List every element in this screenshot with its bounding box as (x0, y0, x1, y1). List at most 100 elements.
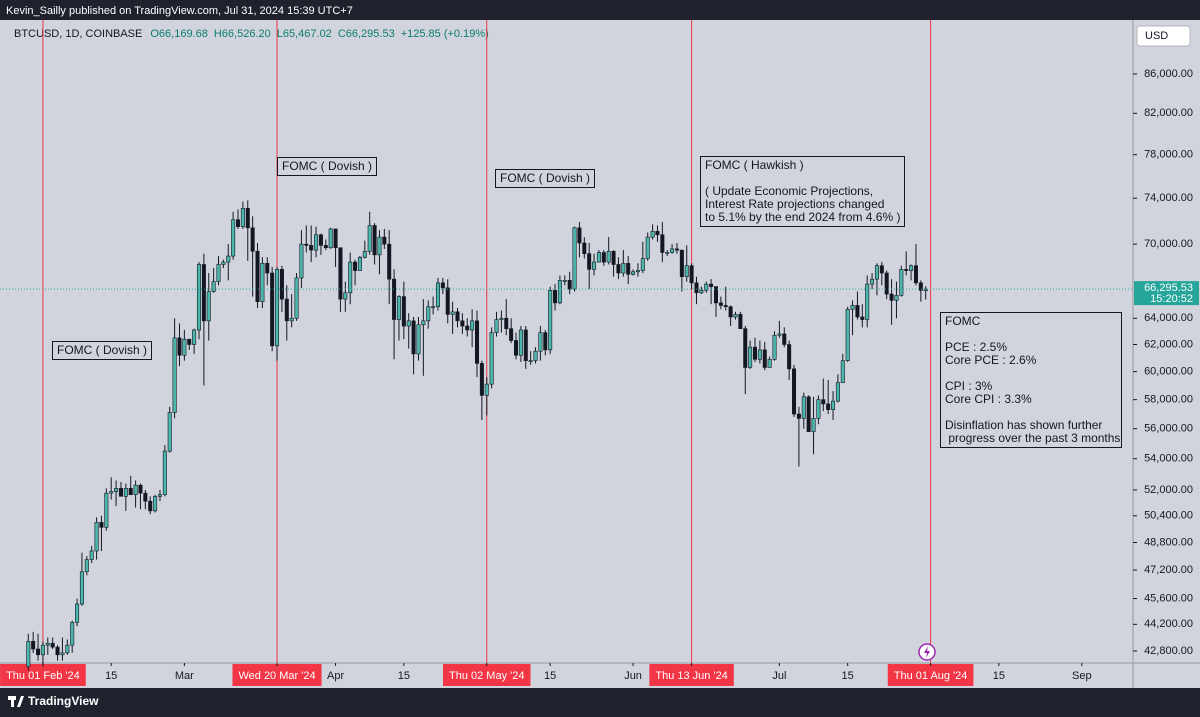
annotation-line: Disinflation has shown further (945, 418, 1103, 432)
candle-body (431, 306, 436, 309)
candle-body (772, 334, 777, 360)
candle-body (572, 227, 577, 290)
y-tick-label: 44,200.00 (1144, 618, 1193, 630)
candle-body (304, 243, 309, 246)
candle-body (196, 264, 202, 331)
candle-body (372, 225, 377, 256)
candle-body (99, 522, 104, 528)
candle-body (94, 522, 99, 552)
y-tick-label: 74,000.00 (1144, 192, 1193, 204)
candle-body (889, 293, 894, 301)
candle-body (792, 368, 797, 415)
candle-body (162, 450, 167, 496)
candle-body (192, 329, 197, 345)
ohlc-value: O66,169.68 (150, 28, 208, 40)
candle-body (138, 484, 143, 494)
candle-body (26, 641, 31, 667)
candle-body (621, 262, 626, 274)
candle-body (845, 308, 850, 361)
y-tick-label: 78,000.00 (1144, 149, 1193, 161)
candle-body (631, 271, 636, 275)
candle-body (504, 317, 509, 329)
candle-body (382, 236, 387, 245)
candle-body (509, 328, 514, 341)
top-bar (0, 0, 1200, 20)
annotation-paragraph: FOMC ( Dovish ) (57, 344, 147, 357)
candle-body (109, 491, 114, 494)
candle-body (699, 290, 704, 294)
candle-body (211, 281, 216, 292)
candle-body (738, 314, 743, 329)
candle-body (426, 306, 431, 322)
candle-body (128, 488, 133, 496)
candle-body (387, 243, 392, 280)
candle-body (655, 230, 660, 236)
annotation: FOMC ( Dovish ) (495, 169, 595, 188)
candle-body (294, 277, 299, 319)
annotation-line: ( Update Economic Projections, (705, 184, 874, 198)
x-tick-label: Jun (624, 670, 642, 682)
candle-body (353, 261, 358, 271)
ohlc-value: L65,467.02 (277, 28, 332, 40)
annotation-line: Core PCE : 2.6% (945, 353, 1037, 367)
candle-body (645, 236, 650, 259)
candle-body (284, 298, 289, 322)
candle-body (709, 283, 714, 287)
candle-body (523, 329, 528, 361)
x-tick-label: 15 (398, 670, 410, 682)
candle-body (596, 252, 601, 263)
x-tick-highlight (443, 664, 531, 686)
candle-body (860, 316, 865, 320)
candle-body (314, 234, 319, 251)
candle-body (801, 396, 806, 419)
candle-body (455, 311, 460, 322)
countdown: 15:20:52 (1150, 293, 1193, 305)
candle-body (811, 418, 816, 432)
y-tick-label: 50,400.00 (1144, 510, 1193, 522)
candle-body (36, 648, 41, 656)
currency[interactable]: USD (1145, 30, 1168, 42)
y-tick-label: 62,000.00 (1144, 338, 1193, 350)
annotation: FOMC ( Hawkish ) ( Update Economic Projec… (700, 156, 906, 227)
annotation-paragraph: ( Update Economic Projections, Interest R… (705, 185, 900, 224)
x-tick-highlight (649, 664, 734, 686)
candle-body (689, 265, 694, 284)
candle-body (787, 344, 792, 370)
candle-body (445, 287, 450, 315)
annotation-line: Interest Rate projections changed (705, 197, 885, 211)
candle-body (777, 333, 782, 336)
candle-body (206, 291, 211, 322)
candle-body (333, 228, 338, 249)
candle-body (377, 236, 382, 256)
annotation-paragraph: Disinflation has shown further progress … (945, 418, 1120, 445)
candle-body (870, 278, 875, 285)
candle-body (704, 283, 709, 291)
candle-body (674, 248, 679, 251)
annotation-paragraph: FOMC ( Dovish ) (282, 160, 372, 173)
candle-body (60, 652, 65, 656)
candle-body (606, 250, 611, 263)
candle-body (660, 234, 665, 253)
candle-body (850, 305, 855, 310)
last-price-tag (1134, 281, 1199, 306)
x-tick-label: 15 (544, 670, 556, 682)
x-tick-label: Jul (772, 670, 786, 682)
candle-body (275, 269, 280, 347)
candle-body (143, 492, 148, 502)
y-tick-label: 45,600.00 (1144, 592, 1193, 604)
ohlc-value: C66,295.53 (338, 28, 395, 40)
publisher: Kevin_Sailly published on TradingView.co… (6, 5, 353, 17)
candle-body (489, 332, 494, 385)
ohlc-value: H66,526.20 (214, 28, 271, 40)
candle-body (357, 256, 362, 271)
candle-body (416, 324, 421, 355)
candle-body (713, 286, 718, 304)
annotation-paragraph: FOMC ( Dovish ) (500, 172, 590, 185)
y-tick-label: 42,800.00 (1144, 645, 1193, 657)
candle-body (499, 317, 504, 320)
candle-body (123, 488, 128, 497)
candle-body (84, 559, 89, 573)
last-price-label: 66,295.53 (1144, 282, 1193, 294)
currency-button[interactable] (1136, 25, 1191, 47)
